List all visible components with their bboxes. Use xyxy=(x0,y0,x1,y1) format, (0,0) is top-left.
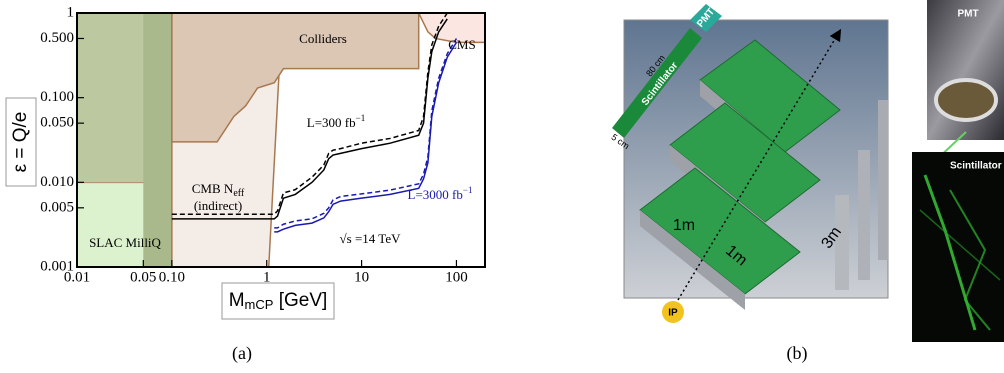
dimension-label: 1m xyxy=(673,217,695,234)
region-note: (indirect) xyxy=(194,198,242,213)
region-label: Colliders xyxy=(299,31,347,46)
pillar xyxy=(858,150,870,280)
scintillator-photo: Scintillator xyxy=(912,152,1004,342)
x-axis-label: MmCP [GeV] xyxy=(229,290,328,312)
annotation-text: L=300 fb xyxy=(307,115,356,130)
region xyxy=(143,13,172,267)
panel-label: (a) xyxy=(232,343,252,364)
ip-label: IP xyxy=(668,308,678,319)
x-label-main: M xyxy=(229,290,245,311)
x-label-unit: [GeV] xyxy=(273,290,327,311)
detector-diagram: PMT 80 cm Scintillator 5 cm 1m 1m 3m IP xyxy=(609,4,888,323)
region-label: SLAC MilliQ xyxy=(89,235,161,250)
pmt-window xyxy=(936,80,996,120)
figure: SLAC MilliQCMB Neff(indirect)CollidersCM… xyxy=(0,0,1004,373)
y-tick-label: 0.500 xyxy=(40,30,74,46)
region xyxy=(172,13,419,142)
annotation: √s =14 TeV xyxy=(340,231,402,246)
y-tick-label: 0.010 xyxy=(40,174,74,190)
pillar xyxy=(878,100,888,260)
x-tick-label: 0.10 xyxy=(159,269,185,285)
x-tick-label: 10 xyxy=(354,269,369,285)
annotation-sup: −1 xyxy=(356,113,366,123)
annotation-text: √s =14 TeV xyxy=(340,231,402,246)
photo-label: Scintillator xyxy=(950,161,1002,172)
y-tick-label: 0.100 xyxy=(40,89,74,105)
plot-area xyxy=(77,13,485,267)
region-name: SLAC MilliQ xyxy=(89,235,161,250)
annotation-text: L=3000 fb xyxy=(408,187,463,202)
x-label-sub: mCP xyxy=(245,297,274,312)
region-name: CMS xyxy=(448,37,475,52)
y-tick-label: 0.005 xyxy=(40,199,74,215)
y-tick-label: 0.050 xyxy=(40,115,74,131)
annotation: L=300 fb−1 xyxy=(307,113,365,130)
region-name: Colliders xyxy=(299,31,347,46)
region-name: CMB N xyxy=(192,181,234,196)
annotation: L=3000 fb−1 xyxy=(408,185,473,202)
y-tick-label: 1 xyxy=(67,4,75,20)
photo-label: PMT xyxy=(957,9,978,20)
x-tick-label: 0.05 xyxy=(130,269,156,285)
annotation-sup: −1 xyxy=(463,185,473,195)
region-label: CMS xyxy=(448,37,475,52)
y-axis-label: ε = Q/e xyxy=(10,112,31,173)
x-tick-label: 100 xyxy=(445,269,468,285)
y-tick-label: 0.001 xyxy=(40,258,74,274)
panel-label: (b) xyxy=(787,343,808,364)
pmt-photo: PMT xyxy=(927,0,1004,140)
